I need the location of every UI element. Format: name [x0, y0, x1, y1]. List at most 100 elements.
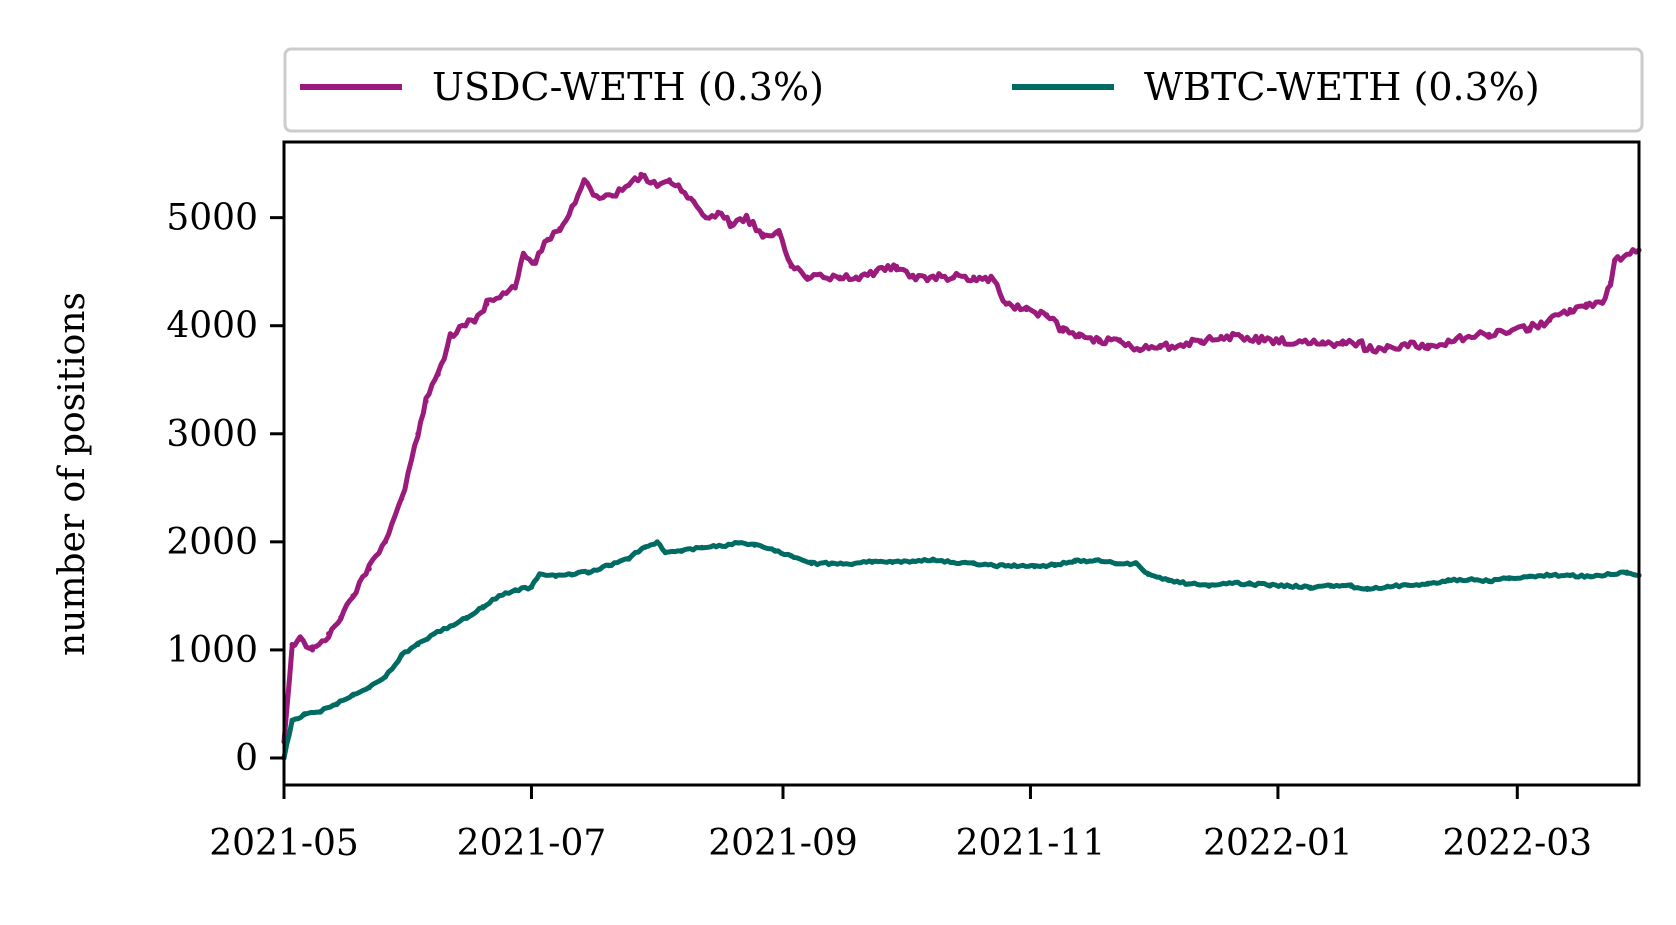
data-point — [1567, 572, 1573, 578]
legend-label-usdc-weth: USDC-WETH (0.3%) — [432, 65, 824, 109]
data-point — [666, 177, 673, 183]
data-point — [829, 560, 835, 567]
data-point — [309, 647, 315, 653]
data-point — [520, 252, 527, 259]
data-point — [1445, 578, 1451, 584]
data-point — [1486, 331, 1492, 337]
legend: USDC-WETH (0.3%) WBTC-WETH (0.3%) — [283, 47, 1644, 133]
data-point — [971, 274, 977, 280]
data-point — [1299, 339, 1305, 345]
data-point — [1340, 341, 1346, 347]
data-point — [1547, 572, 1553, 578]
data-point — [1246, 581, 1253, 587]
data-point — [1092, 557, 1098, 563]
data-point — [853, 274, 859, 280]
data-point — [423, 398, 429, 404]
data-point — [334, 701, 340, 707]
data-point — [1624, 569, 1630, 575]
data-point — [735, 540, 742, 546]
data-point — [715, 209, 721, 215]
data-point — [484, 301, 490, 307]
data-point — [1364, 586, 1370, 593]
y-tick-label: 0 — [235, 738, 258, 779]
x-tick-label: 2021-05 — [209, 823, 359, 864]
data-point — [788, 263, 794, 269]
data-point — [752, 542, 758, 548]
data-point — [1526, 325, 1533, 331]
data-point — [447, 623, 453, 629]
data-point — [317, 708, 324, 715]
data-point — [1076, 333, 1082, 340]
data-point — [889, 559, 896, 566]
data-point — [1206, 582, 1212, 588]
data-point — [1356, 339, 1362, 345]
data-point — [910, 558, 916, 564]
series-line-usdc-weth-0-3 — [281, 172, 1641, 743]
y-axis: 0 1000 2000 3000 4000 5000 — [166, 198, 284, 779]
legend-label-wbtc-weth: WBTC-WETH (0.3%) — [1144, 65, 1540, 109]
data-point — [1060, 328, 1066, 334]
data-point — [585, 569, 591, 575]
data-point — [1320, 339, 1326, 345]
data-point — [1364, 346, 1370, 353]
data-point — [821, 274, 827, 280]
data-point — [528, 584, 535, 590]
data-point — [727, 220, 733, 226]
data-point — [642, 544, 648, 550]
data-point — [459, 323, 466, 329]
data-point — [760, 231, 766, 237]
data-point — [569, 204, 575, 210]
data-point — [1117, 337, 1123, 343]
data-point — [804, 274, 810, 280]
data-point — [326, 631, 332, 637]
data-point — [638, 171, 644, 177]
data-point — [1186, 581, 1192, 587]
data-point — [366, 566, 372, 572]
data-point — [1072, 558, 1078, 564]
data-point — [1145, 571, 1151, 577]
data-point — [415, 431, 421, 437]
data-point — [289, 717, 295, 723]
series-layer — [281, 171, 1642, 761]
data-point — [1587, 573, 1593, 580]
data-point — [679, 547, 685, 554]
data-point — [1328, 583, 1334, 589]
data-point — [366, 685, 372, 691]
data-point — [464, 614, 470, 621]
data-point — [950, 559, 957, 566]
data-point — [743, 215, 750, 221]
data-point — [569, 571, 575, 577]
data-point — [297, 636, 303, 642]
data-point — [1608, 571, 1614, 577]
data-point — [930, 557, 936, 563]
data-point — [1506, 576, 1512, 582]
data-point — [1226, 580, 1232, 586]
y-tick-label: 4000 — [166, 306, 258, 347]
data-point — [500, 290, 506, 296]
data-point — [1259, 337, 1265, 343]
data-point — [606, 563, 612, 569]
data-point — [350, 692, 356, 698]
data-point — [1137, 346, 1143, 353]
data-point — [772, 547, 778, 554]
data-point — [1287, 583, 1293, 589]
data-point — [350, 593, 356, 599]
data-point — [971, 560, 977, 567]
data-point — [1218, 333, 1224, 340]
x-tick-label: 2021-09 — [708, 823, 858, 864]
x-axis: 2021-05 2021-07 2021-09 2021-11 2022-01 2022-… — [209, 785, 1592, 864]
data-point — [1612, 258, 1618, 264]
data-point — [537, 571, 543, 577]
data-point — [289, 641, 295, 648]
data-point — [1307, 584, 1313, 590]
data-point — [545, 236, 551, 242]
data-point — [719, 543, 725, 549]
data-point — [553, 573, 559, 580]
data-point — [1348, 583, 1354, 589]
data-point — [415, 641, 421, 648]
data-point — [1599, 299, 1606, 305]
data-point — [776, 231, 782, 237]
data-point — [1506, 329, 1512, 335]
data-point — [1003, 301, 1009, 307]
data-point — [382, 674, 388, 680]
